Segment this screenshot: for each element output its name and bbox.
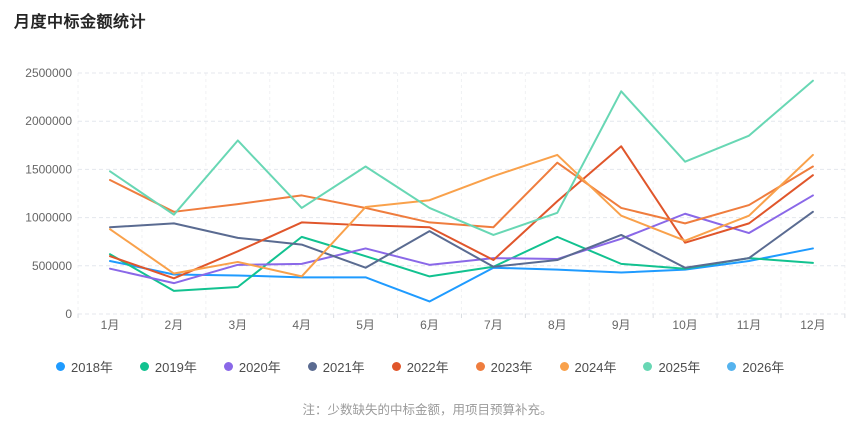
legend-dot-icon xyxy=(307,361,317,371)
series-line-2018年 xyxy=(109,247,814,303)
legend-item-2019年[interactable]: 2019年 xyxy=(139,357,197,376)
legend-label: 2020年 xyxy=(238,359,281,375)
line-chart-canvas: 0 500000 1000000 1500000 2000000 2500000 1月 2月 3… xyxy=(25,66,846,332)
x-axis-label: 11月 xyxy=(737,318,761,332)
chart-legend: 2018年 2019年 2020年 2021年 2022年 2023年 2024年 2025年… xyxy=(56,357,784,375)
x-axis-label: 4月 xyxy=(292,318,311,332)
series-line-2022年 xyxy=(109,145,814,280)
legend-item-2022年[interactable]: 2022年 xyxy=(391,357,449,376)
legend-label: 2026年 xyxy=(742,359,785,375)
x-axis-label: 5月 xyxy=(356,318,375,332)
series-line-2024年 xyxy=(109,153,814,278)
legend-item-2025年[interactable]: 2025年 xyxy=(643,357,700,376)
legend-item-2021年[interactable]: 2021年 xyxy=(307,357,365,376)
x-axis-label: 9月 xyxy=(612,318,631,332)
legend-dot-icon xyxy=(139,361,149,371)
legend-dot-icon xyxy=(223,361,233,371)
series-line-2020年 xyxy=(109,194,814,285)
y-axis-label: 1500000 xyxy=(25,162,72,176)
legend-label: 2025年 xyxy=(658,359,701,375)
legend-item-2024年[interactable]: 2024年 xyxy=(559,357,617,376)
legend-label: 2024年 xyxy=(574,359,617,375)
y-axis-label: 2500000 xyxy=(25,66,72,80)
x-axis-label: 10月 xyxy=(672,318,697,332)
legend-dot-icon xyxy=(56,361,65,371)
legend-dot-icon xyxy=(643,361,653,371)
x-axis-label: 6月 xyxy=(420,318,439,332)
legend-item-2023年[interactable]: 2023年 xyxy=(475,357,533,376)
legend-label: 2022年 xyxy=(406,359,449,375)
legend-item-2026年[interactable]: 2026年 xyxy=(727,357,784,376)
legend-item-2020年[interactable]: 2020年 xyxy=(223,357,281,376)
x-axis-label: 2月 xyxy=(165,318,184,332)
x-axis-label: 8月 xyxy=(548,318,567,332)
x-axis-label: 7月 xyxy=(484,318,503,332)
footnote: 注：少数缺失的中标金额，用项目预算补充。 xyxy=(302,403,553,417)
legend-label: 2019年 xyxy=(154,359,197,375)
y-axis-label: 1000000 xyxy=(25,211,72,225)
legend-dot-icon xyxy=(391,361,401,371)
legend-label: 2018年 xyxy=(71,359,113,375)
legend-dot-icon xyxy=(727,361,737,371)
legend-label: 2023年 xyxy=(490,359,533,375)
series-line-2021年 xyxy=(109,210,814,269)
y-axis-label: 0 xyxy=(65,307,72,321)
legend-label: 2021年 xyxy=(322,359,365,375)
series-line-2023年 xyxy=(109,161,814,229)
x-axis-label: 12月 xyxy=(800,318,825,332)
series-line-2025年 xyxy=(109,79,814,236)
chart-title: 月度中标金额统计 xyxy=(14,14,147,31)
legend-dot-icon xyxy=(475,361,485,371)
legend-dot-icon xyxy=(559,361,569,371)
legend-item-2018年[interactable]: 2018年 xyxy=(56,357,113,376)
x-axis-label: 1月 xyxy=(101,318,120,332)
y-axis-label: 2000000 xyxy=(25,114,72,128)
y-axis-label: 500000 xyxy=(32,259,72,273)
x-axis-label: 3月 xyxy=(228,318,247,332)
